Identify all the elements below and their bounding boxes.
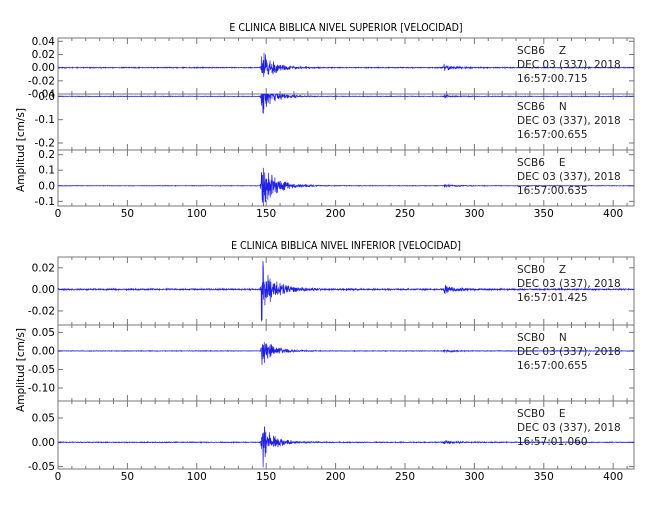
component-code: N [559,101,567,113]
trace-panel-e: 0.2 0.1 0.0 -0.1 SCB6 E DEC 03 (337), 2018 16:5… [35,149,635,220]
y-tick-label: -0.05 [28,364,55,376]
component-code: E [559,157,566,169]
lower-chart: E CLINICA BIBLICA NIVEL INFERIOR [VELOCI… [15,240,635,483]
y-tick-label: -0.10 [28,383,55,395]
x-tick-label: 350 [534,471,554,483]
x-tick-label: 100 [187,208,207,220]
component-code: N [559,332,567,344]
x-tick-label: 150 [256,471,276,483]
x-tick-label: 0 [55,471,62,483]
panel-frame [57,149,635,207]
x-tick-label: 200 [326,208,346,220]
upper-chart: E CLINICA BIBLICA NIVEL SUPERIOR [VELOCI… [15,22,635,220]
x-tick-label: 200 [326,471,346,483]
x-tick-label: 400 [603,471,623,483]
station-code: SCB0 [517,332,545,344]
y-tick-label: 0.05 [32,413,55,425]
y-tick-label: -0.02 [28,75,55,87]
record-date: DEC 03 (337), 2018 [517,115,621,127]
x-tick-label: 250 [395,208,415,220]
x-tick-label: 250 [395,471,415,483]
component-code: Z [559,264,566,276]
waveform-trace [57,342,635,365]
panel-frame [57,400,635,470]
y-tick-label: -0.2 [35,138,56,150]
station-code: SCB0 [517,408,545,420]
record-time: 16:57:00.655 [517,360,588,372]
y-tick-label: 0.02 [32,49,55,61]
trace-panel-z: 0.02 0.00 -0.02 SCB0 Z DEC 03 (337), 2018 16:5… [28,256,635,326]
record-date: DEC 03 (337), 2018 [517,278,621,290]
y-tick-label: 0.0 [38,180,55,192]
x-tick-label: 100 [187,471,207,483]
station-code: SCB6 [517,101,545,113]
component-code: Z [559,45,566,57]
upper-chart-ylabel: Amplitud [cm/s] [15,108,27,192]
x-tick-label: 50 [121,208,134,220]
y-tick-label: 0.2 [38,149,55,161]
upper-chart-title: E CLINICA BIBLICA NIVEL SUPERIOR [VELOCI… [229,22,462,34]
y-tick-label: -0.04 [28,89,55,101]
y-tick-label: -0.05 [28,461,55,473]
station-code: SCB0 [517,264,545,276]
record-date: DEC 03 (337), 2018 [517,171,621,183]
record-time: 16:57:01.425 [517,292,588,304]
lower-chart-ylabel: Amplitud [cm/s] [15,328,27,412]
station-label: SCB6 N [517,101,567,113]
lower-chart-title: E CLINICA BIBLICA NIVEL INFERIOR [VELOCI… [231,240,461,252]
waveform-trace [57,426,635,468]
y-tick-label: 0.02 [32,262,55,274]
record-date: DEC 03 (337), 2018 [517,346,621,358]
trace-panel-e: 0.05 0.00 -0.05 SCB0 E DEC 03 (337), 2018 16:5… [28,400,635,483]
y-tick-label: 0.00 [32,437,55,449]
record-date: DEC 03 (337), 2018 [517,422,621,434]
x-tick-label: 300 [464,471,484,483]
record-date: DEC 03 (337), 2018 [517,59,621,71]
x-tick-label: 150 [256,208,276,220]
waveform-trace [57,52,635,77]
x-tick-label: 350 [534,208,554,220]
station-label: SCB6 Z [517,45,566,57]
record-time: 16:57:00.655 [517,129,588,141]
y-tick-label: 0.00 [32,62,55,74]
trace-panel-n: 0.05 0.00 -0.05 -0.10 SCB0 N DEC 03 (337), 201… [28,324,635,402]
y-tick-label: 0.04 [32,36,56,48]
record-time: 16:57:00.635 [517,185,588,197]
station-label: SCB6 E [517,157,566,169]
component-code: E [559,408,566,420]
record-time: 16:57:01.060 [517,436,588,448]
y-tick-label: -0.02 [28,305,55,317]
trace-panel-z: 0.040.020.00-0.02 -0.04 SCB6 Z DEC 03 (337),… [28,36,635,101]
y-tick-label: 0.00 [32,284,55,296]
station-label: SCB0 Z [517,264,566,276]
x-tick-label: 0 [55,208,62,220]
x-tick-label: 400 [603,208,623,220]
y-tick-label: -0.1 [35,114,56,126]
waveform-trace [57,167,635,207]
y-tick-label: 0.05 [32,327,55,339]
station-code: SCB6 [517,157,545,169]
station-code: SCB6 [517,45,545,57]
waveform-trace [57,93,635,114]
trace-panel-n: 0.0 -0.1 -0.2 SCB6 N DEC 03 (337), 2018 16:57:… [35,91,635,151]
waveform-trace [57,261,635,322]
y-tick-label: -0.1 [35,196,56,208]
station-label: SCB0 E [517,408,566,420]
record-time: 16:57:00.715 [517,73,588,85]
panel-frame [57,256,635,326]
x-tick-label: 300 [464,208,484,220]
x-tick-label: 50 [121,471,134,483]
y-tick-label: 0.0 [38,91,55,103]
y-tick-label: 0.1 [38,165,55,177]
y-tick-label: 0.00 [32,345,55,357]
station-label: SCB0 N [517,332,567,344]
